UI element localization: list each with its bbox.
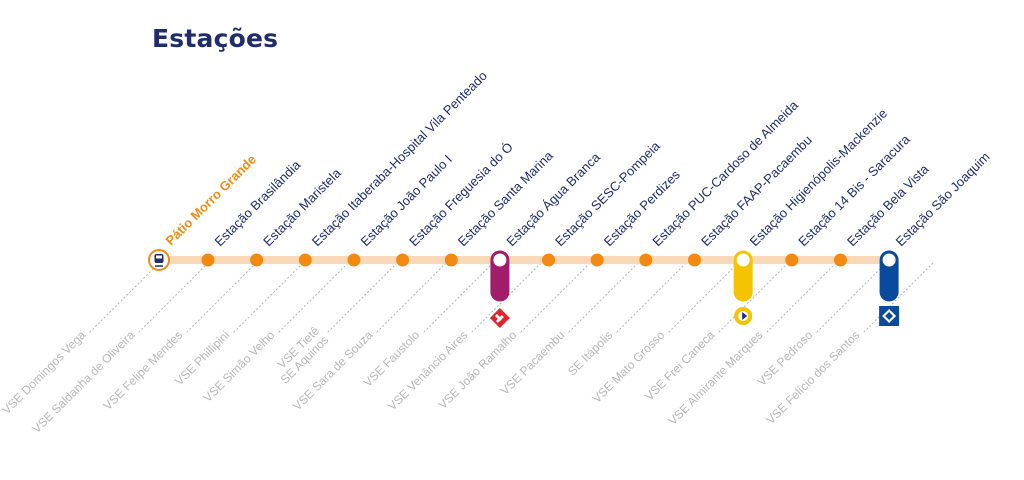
station-label: Estação São Joaquim <box>893 149 993 249</box>
station-label: Estação Bela Vista <box>844 161 932 249</box>
station-label: Estação Brasilândia <box>212 157 304 249</box>
station-dot[interactable] <box>688 253 701 267</box>
ventilation-connector <box>764 262 837 335</box>
cptm-logo-icon <box>489 308 510 328</box>
ventilation-shaft-label: SE Itápolis <box>565 328 615 378</box>
page-title: Estações <box>152 24 279 53</box>
ventilation-connector <box>861 262 934 335</box>
metro-logo-icon <box>879 306 900 326</box>
ventilation-connector <box>814 262 887 335</box>
station-label: Estação Santa Marina <box>455 148 557 250</box>
station-dot[interactable] <box>785 253 799 267</box>
ventilation-shaft-label: VSE Almirante Marques <box>665 328 765 428</box>
train-icon <box>154 254 164 267</box>
ventilation-connector <box>87 262 160 335</box>
yard-marker[interactable] <box>148 249 170 271</box>
ventilation-shaft-label: VSE Venâncio Aires <box>385 328 470 413</box>
station-dot[interactable] <box>250 253 264 267</box>
ventilation-connector <box>325 262 398 335</box>
line-track <box>160 256 888 264</box>
station-dot[interactable] <box>396 253 410 267</box>
station-dot[interactable] <box>201 253 215 267</box>
transfer-station-marker[interactable] <box>879 250 900 327</box>
station-dot[interactable] <box>298 253 312 267</box>
station-dot[interactable] <box>542 253 556 267</box>
yard-label: Pátio Morro Grande <box>163 152 259 248</box>
ventilation-connector <box>136 262 209 335</box>
ventilation-shaft-label: VSE Felício dos Santos <box>763 328 862 427</box>
ventilation-connector <box>614 262 687 335</box>
station-dot[interactable] <box>639 253 653 267</box>
viaquatro-logo-icon <box>734 307 753 325</box>
ventilation-shaft-label: VSE Felipe Mendes <box>101 328 186 413</box>
ventilation-connector <box>374 262 447 335</box>
station-dot[interactable] <box>347 253 361 267</box>
transfer-station-marker[interactable] <box>489 250 510 329</box>
station-dot[interactable] <box>444 253 458 267</box>
ventilation-connector <box>276 262 349 335</box>
ventilation-shaft-label: VSE Domingos Vega <box>0 328 89 417</box>
station-label: Estação João Paulo I <box>357 152 454 249</box>
ventilation-connector <box>666 262 739 335</box>
transfer-station-marker[interactable] <box>733 250 753 326</box>
station-label: Estação Água Branca <box>503 149 603 249</box>
ventilation-connector <box>421 262 494 335</box>
station-dot[interactable] <box>833 253 847 267</box>
ventilation-connector <box>231 262 304 335</box>
ventilation-connector <box>716 262 789 335</box>
ventilation-connector <box>518 262 591 335</box>
station-dot[interactable] <box>590 253 604 267</box>
station-label: Estação Itaberaba-Hospital Vila Penteado <box>309 68 490 249</box>
ventilation-connector <box>184 262 257 335</box>
ventilation-connector <box>566 262 639 335</box>
